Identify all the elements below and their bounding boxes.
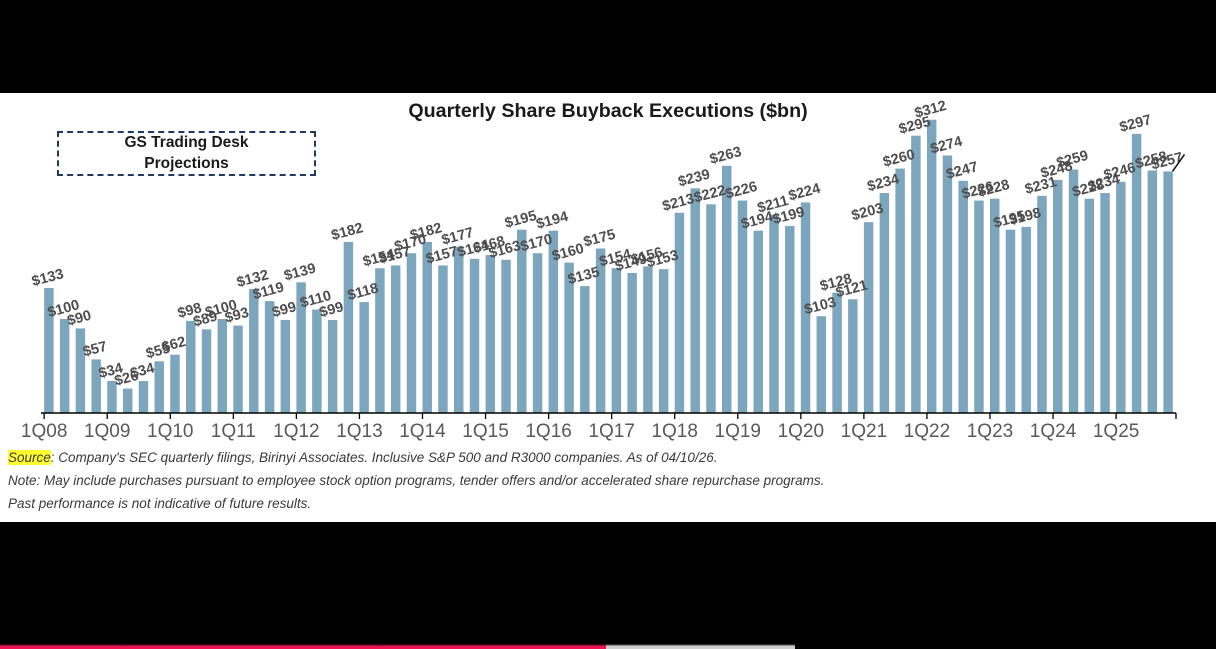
svg-text:$175: $175 [582,227,617,251]
svg-text:1Q08: 1Q08 [21,421,67,442]
svg-text:$62: $62 [160,334,188,356]
svg-text:1Q13: 1Q13 [336,421,382,442]
svg-text:1Q19: 1Q19 [715,421,761,442]
svg-text:1Q22: 1Q22 [904,421,950,442]
svg-text:$263: $263 [708,144,743,168]
svg-text:1Q25: 1Q25 [1093,421,1139,442]
svg-text:$194: $194 [535,209,570,233]
svg-text:$297: $297 [1118,112,1153,136]
svg-text:1Q09: 1Q09 [84,421,130,442]
svg-text:1Q12: 1Q12 [273,421,319,442]
svg-text:1Q18: 1Q18 [651,421,697,442]
svg-text:$57: $57 [81,339,109,361]
svg-text:1Q20: 1Q20 [778,421,824,442]
svg-text:$312: $312 [913,98,948,122]
svg-text:1Q23: 1Q23 [967,421,1013,442]
svg-text:1Q15: 1Q15 [462,421,508,442]
svg-text:$182: $182 [330,220,365,244]
svg-text:$34: $34 [129,360,157,382]
svg-text:$139: $139 [282,261,317,285]
svg-text:1Q10: 1Q10 [147,421,193,442]
svg-text:$195: $195 [503,208,538,232]
svg-text:$99: $99 [271,299,299,321]
svg-text:1Q17: 1Q17 [588,421,634,442]
svg-text:1Q21: 1Q21 [841,421,887,442]
svg-text:$224: $224 [787,181,822,205]
svg-text:1Q14: 1Q14 [399,421,446,442]
svg-text:1Q16: 1Q16 [525,421,571,442]
svg-text:1Q11: 1Q11 [211,421,256,442]
svg-text:1Q24: 1Q24 [1030,421,1077,442]
svg-text:$133: $133 [30,266,65,290]
